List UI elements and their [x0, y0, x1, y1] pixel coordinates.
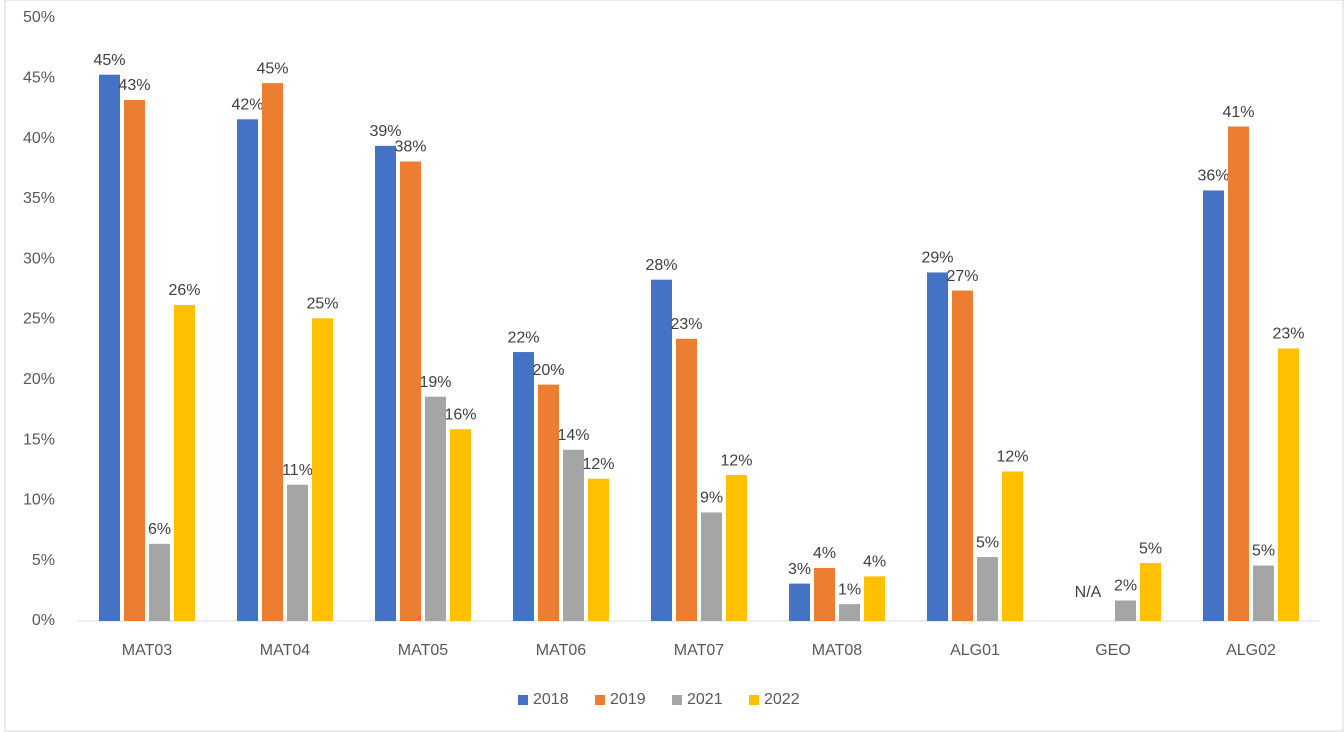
- x-tick-label: MAT04: [260, 642, 310, 659]
- y-tick-label: 30%: [23, 250, 55, 267]
- bar: [701, 512, 722, 621]
- bar: [1228, 126, 1249, 621]
- bar: [1140, 563, 1161, 621]
- data-label: 29%: [921, 250, 953, 267]
- legend-swatch: [518, 695, 528, 705]
- data-label: 12%: [720, 452, 752, 469]
- bar: [588, 478, 609, 621]
- x-tick-label: MAT05: [398, 642, 448, 659]
- bar: [814, 567, 835, 621]
- data-label: 27%: [946, 268, 978, 285]
- data-label: 16%: [444, 406, 476, 423]
- bar: [375, 145, 396, 621]
- data-label: 5%: [976, 534, 999, 551]
- data-label: 12%: [582, 456, 614, 473]
- bar: [952, 290, 973, 621]
- data-label: 12%: [996, 449, 1028, 466]
- x-tick-label: MAT03: [122, 642, 172, 659]
- data-label: N/A: [1075, 584, 1102, 601]
- data-label: 11%: [282, 462, 313, 479]
- data-label: 19%: [419, 374, 451, 391]
- bar: [563, 449, 584, 621]
- bar: [99, 74, 120, 621]
- data-label: 25%: [306, 296, 338, 313]
- data-label: 20%: [532, 362, 564, 379]
- x-tick-label: GEO: [1095, 642, 1131, 659]
- y-tick-label: 25%: [23, 311, 55, 328]
- bar: [676, 338, 697, 621]
- x-tick-label: MAT06: [536, 642, 586, 659]
- bar: [450, 429, 471, 621]
- bar: [789, 583, 810, 621]
- data-label: 45%: [93, 52, 125, 69]
- y-tick-label: 15%: [23, 431, 55, 448]
- data-label: 26%: [168, 282, 200, 299]
- y-tick-label: 10%: [23, 492, 55, 509]
- x-tick-label: MAT07: [674, 642, 724, 659]
- bar: [977, 557, 998, 621]
- data-label: 39%: [369, 123, 401, 140]
- bar: [513, 352, 534, 621]
- bar: [400, 161, 421, 621]
- bar: [425, 396, 446, 621]
- data-label: 4%: [813, 545, 836, 562]
- data-label: 2%: [1114, 578, 1137, 595]
- bar: [1002, 471, 1023, 621]
- legend-label: 2019: [610, 691, 646, 708]
- bar: [726, 475, 747, 621]
- bar: [1253, 565, 1274, 621]
- bar: [124, 100, 145, 622]
- data-label: 45%: [256, 60, 288, 77]
- data-label: 28%: [645, 257, 677, 274]
- bar: [1115, 600, 1136, 621]
- data-label: 5%: [1252, 543, 1275, 560]
- data-label: 41%: [1222, 104, 1254, 121]
- legend-label: 2022: [764, 691, 800, 708]
- data-label: 5%: [1139, 540, 1162, 557]
- bar: [312, 318, 333, 621]
- x-tick-label: MAT08: [812, 642, 862, 659]
- data-label: 42%: [231, 97, 263, 114]
- data-label: 9%: [700, 490, 723, 507]
- y-tick-label: 20%: [23, 371, 55, 388]
- x-tick-label: ALG01: [950, 642, 1000, 659]
- y-tick-label: 40%: [23, 130, 55, 147]
- chart-frame: [4, 0, 1344, 732]
- bar: [864, 576, 885, 621]
- bar: [538, 384, 559, 621]
- bar: [839, 604, 860, 621]
- legend-swatch: [595, 695, 605, 705]
- bar: [927, 272, 948, 621]
- bar: [1203, 190, 1224, 621]
- data-label: 43%: [118, 77, 150, 94]
- data-label: 36%: [1197, 168, 1229, 185]
- legend-label: 2018: [533, 691, 569, 708]
- data-label: 23%: [1272, 326, 1304, 343]
- bar: [149, 543, 170, 621]
- bar: [174, 305, 195, 621]
- bar: [1278, 348, 1299, 621]
- bar: [287, 484, 308, 621]
- data-label: 14%: [557, 427, 589, 444]
- y-tick-label: 35%: [23, 190, 55, 207]
- legend-swatch: [672, 695, 682, 705]
- y-tick-label: 50%: [23, 9, 55, 26]
- legend-label: 2021: [687, 691, 723, 708]
- data-label: 4%: [863, 554, 886, 571]
- x-tick-label: ALG02: [1226, 642, 1276, 659]
- data-label: 1%: [838, 581, 861, 598]
- y-tick-label: 45%: [23, 70, 55, 87]
- data-label: 6%: [148, 521, 171, 538]
- bar: [651, 279, 672, 621]
- bar: [262, 83, 283, 621]
- bar: [237, 119, 258, 621]
- data-label: 3%: [788, 561, 811, 578]
- legend-swatch: [749, 695, 759, 705]
- data-label: 22%: [507, 329, 539, 346]
- data-label: 23%: [670, 316, 702, 333]
- data-label: 38%: [394, 139, 426, 156]
- y-tick-label: 0%: [32, 612, 55, 629]
- y-tick-label: 5%: [32, 552, 55, 569]
